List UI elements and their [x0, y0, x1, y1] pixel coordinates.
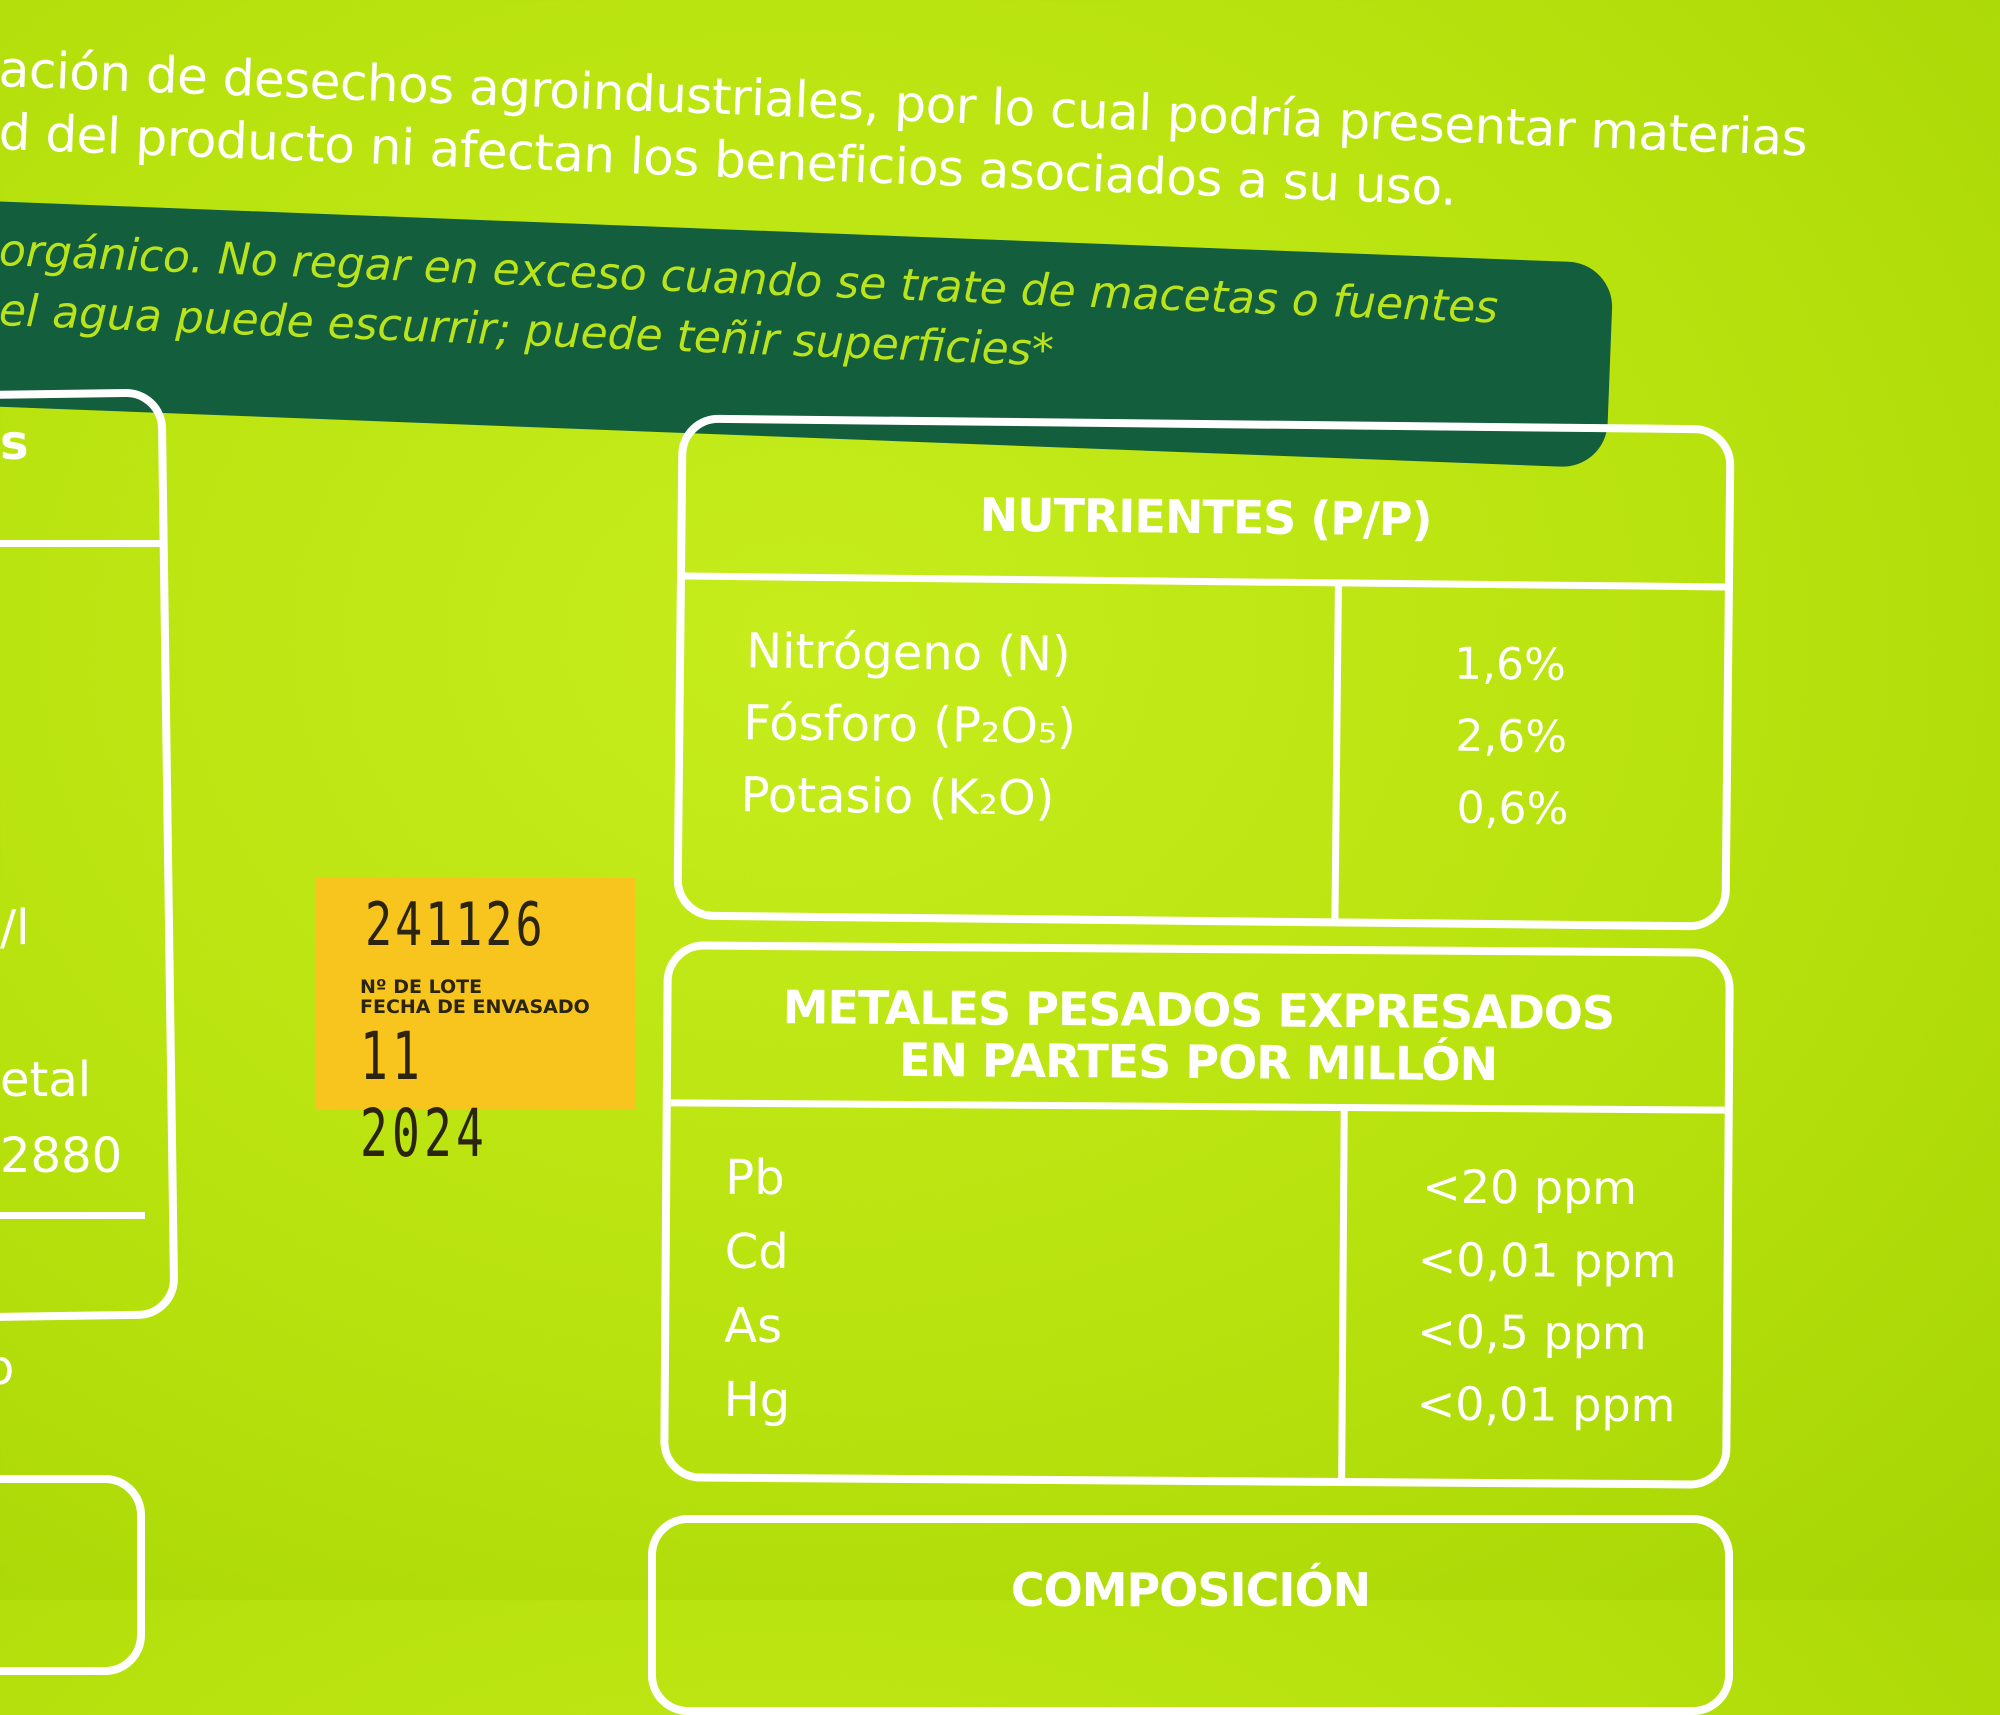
divider	[0, 540, 165, 547]
nutrient-name: Nitrógeno (N)	[745, 623, 1071, 683]
left-panel-header: s	[0, 415, 29, 471]
nutrients-table: NUTRIENTES (P/P) Nitrógeno (N) Fósforo (…	[673, 414, 1735, 931]
nutrients-title: NUTRIENTES (P/P)	[979, 487, 1432, 547]
lot-number: 241126	[365, 890, 546, 960]
metal-value: <20 ppm	[1422, 1159, 1638, 1216]
metal-name: Hg	[723, 1371, 791, 1429]
heavy-metals-title-2: EN PARTES POR MILLÓN	[898, 1032, 1498, 1092]
divider	[1338, 1109, 1348, 1479]
metal-value: <0,01 ppm	[1417, 1232, 1677, 1289]
left-panel-fragment: o	[0, 1340, 14, 1396]
divider	[1331, 584, 1342, 919]
left-panel-text-a: etal	[0, 1052, 92, 1108]
nutrient-value: 2,6%	[1455, 710, 1568, 763]
metal-name: As	[724, 1297, 783, 1355]
nutrient-name: Fósforo (P₂O₅)	[743, 695, 1077, 755]
packaging-date: 11 2024	[360, 1018, 489, 1172]
nutrient-name: Potasio (K₂O)	[740, 767, 1055, 827]
divider	[670, 1099, 1725, 1114]
lot-sticker: 241126 Nº DE LOTE FECHA DE ENVASADO 11 2…	[315, 878, 635, 1172]
divider	[0, 1212, 145, 1219]
nutrient-value: 1,6%	[1453, 638, 1567, 691]
composition-table: COMPOSICIÓN	[648, 1515, 1733, 1715]
nutrient-value: 0,6%	[1456, 782, 1569, 835]
metal-value: <0,5 ppm	[1417, 1304, 1647, 1361]
metal-name: Cd	[724, 1223, 789, 1281]
heavy-metals-table: METALES PESADOS EXPRESADOS EN PARTES POR…	[660, 941, 1734, 1489]
left-panel-unit: /l	[0, 900, 30, 956]
left-lower-panel	[0, 1475, 145, 1675]
left-panel-text-b: 2880	[0, 1128, 123, 1184]
lot-label: Nº DE LOTE	[360, 976, 483, 998]
metal-value: <0,01 ppm	[1416, 1376, 1676, 1433]
divider	[684, 572, 1725, 591]
composition-title: COMPOSICIÓN	[1010, 1563, 1371, 1617]
date-label: FECHA DE ENVASADO	[360, 996, 590, 1018]
metal-name: Pb	[725, 1149, 785, 1207]
